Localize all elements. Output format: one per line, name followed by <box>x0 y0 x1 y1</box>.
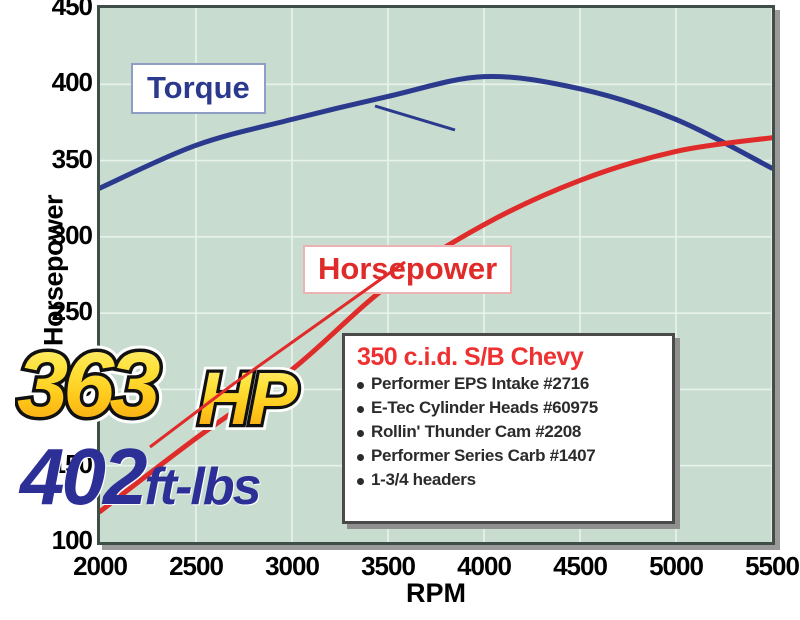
bullet-icon <box>357 381 364 389</box>
spec-box-list: Performer EPS Intake #2716 E-Tec Cylinder… <box>357 375 662 488</box>
spec-item-label: 1-3/4 headers <box>371 469 476 489</box>
callout-peak-horsepower: 363 363 363 HP HP HP <box>15 340 345 436</box>
y-axis-tick: 100 <box>51 525 93 555</box>
callout-torque-unit: ft-lbs <box>144 458 261 516</box>
callout-hp-unit: HP <box>198 357 298 436</box>
callout-hp-number-halo: 363 <box>17 340 160 436</box>
x-axis-tick: 3500 <box>361 551 416 581</box>
spec-item-label: Performer EPS Intake #2716 <box>371 373 590 393</box>
series-label-horsepower: Horsepower <box>303 245 513 294</box>
x-axis-tick: 3000 <box>265 551 320 581</box>
y-axis-tick: 150 <box>51 448 93 479</box>
bullet-icon <box>357 429 364 437</box>
callout-hp-number-outline: 363 <box>17 340 160 436</box>
curve-torque <box>100 74 772 191</box>
x-axis-title: RPM <box>406 578 466 608</box>
y-axis-tick: 250 <box>51 296 93 327</box>
y-axis-tick: 450 <box>51 0 93 21</box>
series-label-torque: Torque <box>131 63 266 114</box>
bullet-icon <box>357 405 364 413</box>
callout-peak-torque: 402ft-lbs <box>20 437 262 517</box>
spec-item: E-Tec Cylinder Heads #60975 <box>357 399 662 416</box>
spec-item: Rollin' Thunder Cam #2208 <box>357 423 662 440</box>
callout-torque-number: 402 <box>20 432 147 521</box>
spec-item-label: Performer Series Carb #1407 <box>371 445 596 465</box>
spec-item: Performer Series Carb #1407 <box>357 447 662 464</box>
y-axis-tick: 200 <box>51 372 93 403</box>
x-axis-tick: 5000 <box>649 551 704 581</box>
y-axis-tick: 350 <box>51 143 93 174</box>
spec-item: Performer EPS Intake #2716 <box>357 375 662 392</box>
x-axis-tick: 4000 <box>457 551 512 581</box>
spec-item-label: Rollin' Thunder Cam #2208 <box>371 421 582 441</box>
spec-box: 350 c.i.d. S/B Chevy Performer EPS Intak… <box>342 333 675 524</box>
y-axis-tick: 300 <box>51 219 93 250</box>
x-axis-tick: 2000 <box>73 551 128 581</box>
x-axis-tick: 5500 <box>745 551 800 581</box>
spec-item: 1-3/4 headers <box>357 471 662 488</box>
spec-box-title: 350 c.i.d. S/B Chevy <box>357 343 584 371</box>
y-axis-tick-labels: 450 400 350 300 250 200 150 100 <box>0 0 93 560</box>
x-axis-tick: 2500 <box>169 551 224 581</box>
y-axis-tick: 400 <box>51 67 93 98</box>
bullet-icon <box>357 453 364 461</box>
x-axis-tick: 4500 <box>553 551 608 581</box>
spec-item-label: E-Tec Cylinder Heads #60975 <box>371 397 598 417</box>
bullet-icon <box>357 477 364 485</box>
callout-hp-number: 363 <box>17 340 160 436</box>
